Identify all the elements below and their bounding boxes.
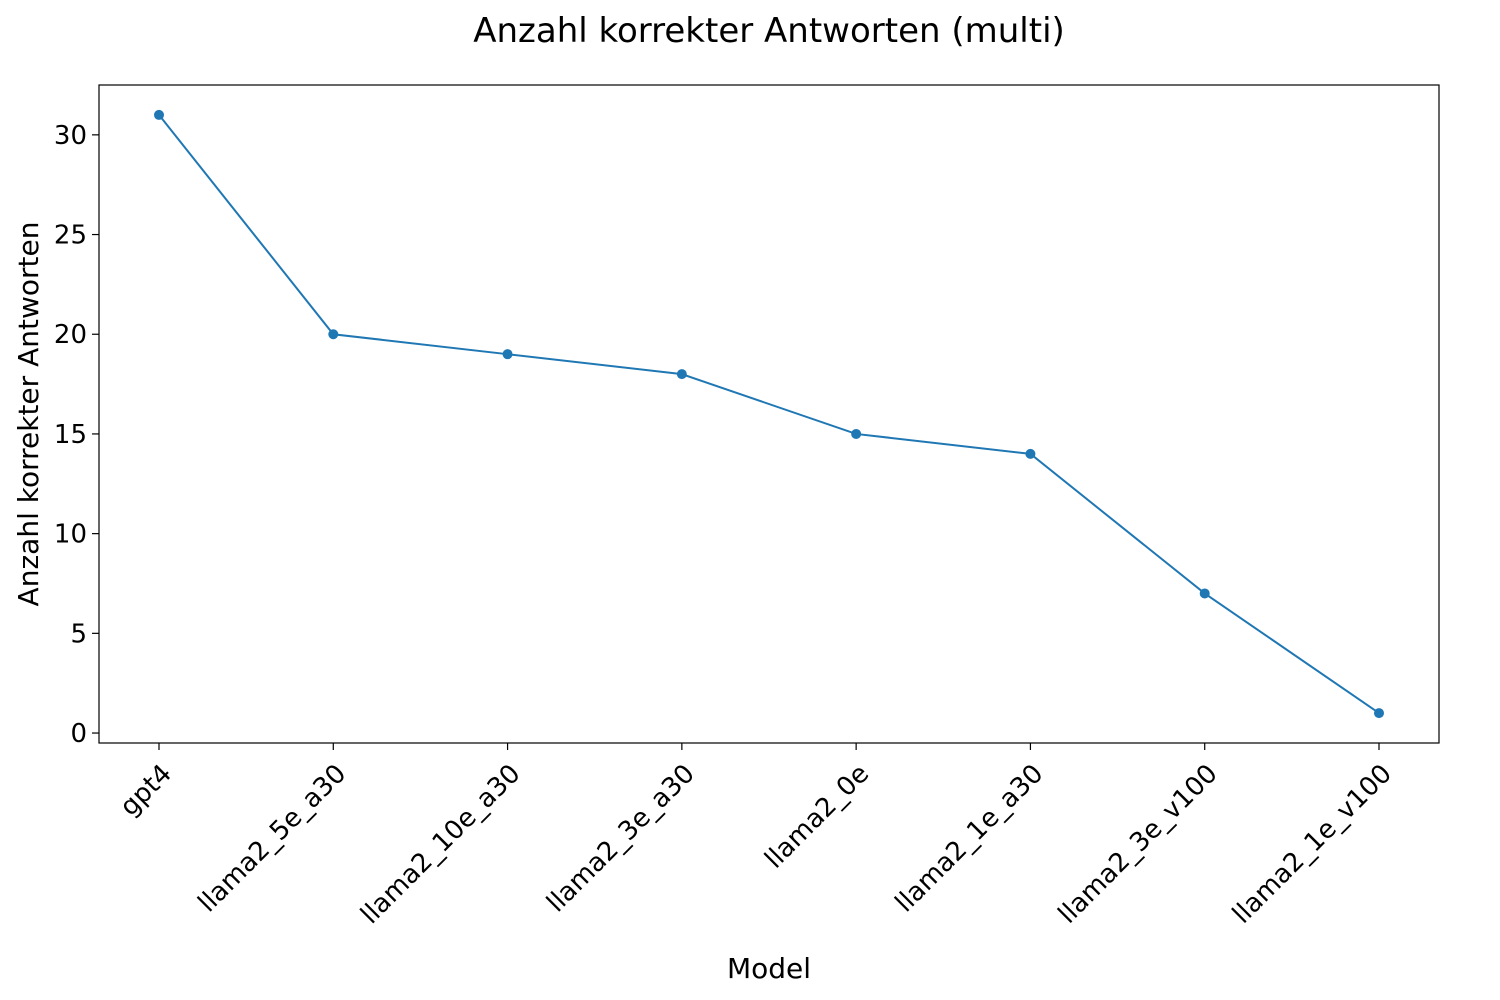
y-axis-label: Anzahl korrekter Antworten <box>12 222 45 607</box>
data-point <box>676 369 687 380</box>
x-tick-label: llama2_10e_a30 <box>355 759 526 930</box>
x-tick-label: llama2_0e <box>759 759 875 875</box>
y-tick-label: 5 <box>70 619 87 649</box>
data-point <box>1025 448 1036 459</box>
x-tick-label: gpt4 <box>114 759 177 822</box>
y-tick-label: 10 <box>54 520 87 550</box>
y-tick-label: 0 <box>70 719 87 749</box>
x-tick-label: llama2_5e_a30 <box>193 759 353 919</box>
y-tick-label: 20 <box>54 320 87 350</box>
x-tick-label: llama2_1e_a30 <box>890 759 1050 919</box>
data-point <box>1374 708 1384 719</box>
y-tick-label: 25 <box>54 221 87 251</box>
x-axis: gpt4 llama2_5e_a30 llama2_10e_a30 llama2_3e… <box>114 743 1398 930</box>
x-tick-label: llama2_3e_a30 <box>541 759 701 919</box>
x-tick-label: llama2_3e_v100 <box>1053 759 1224 930</box>
x-tick-label: llama2_1e_v100 <box>1227 759 1398 930</box>
plot-frame <box>98 84 1440 744</box>
series-line <box>158 114 1380 714</box>
data-point <box>851 428 862 439</box>
data-point <box>154 109 164 120</box>
y-tick-label: 15 <box>54 420 87 450</box>
data-point <box>1199 588 1210 599</box>
chart-title: Anzahl korrekter Antworten (multi) <box>473 11 1065 51</box>
y-axis: 0 5 10 15 20 25 30 <box>54 121 99 749</box>
y-tick-label: 30 <box>54 121 87 151</box>
data-series <box>154 109 1384 719</box>
data-point <box>328 329 339 340</box>
data-point <box>502 349 513 360</box>
x-axis-label: Model <box>727 952 811 985</box>
